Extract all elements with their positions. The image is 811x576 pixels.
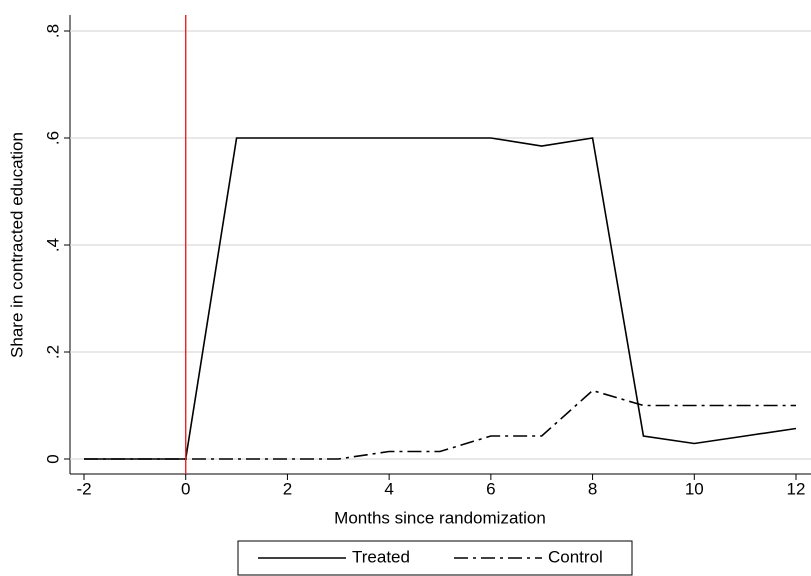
x-tick-label: 6 bbox=[486, 479, 495, 498]
x-tick-label: 10 bbox=[685, 479, 704, 498]
y-tick-label: .2 bbox=[43, 345, 62, 359]
x-tick-label: -2 bbox=[76, 479, 91, 498]
x-tick-label: 0 bbox=[181, 479, 190, 498]
y-tick-label: .8 bbox=[43, 24, 62, 38]
x-axis-title: Months since randomization bbox=[334, 508, 546, 527]
series-line bbox=[84, 137, 797, 460]
legend-label: Treated bbox=[352, 547, 410, 566]
x-tick-label: 2 bbox=[283, 479, 292, 498]
legend-label: Control bbox=[548, 547, 603, 566]
x-tick-label: 4 bbox=[384, 479, 393, 498]
x-tick-label: 8 bbox=[588, 479, 597, 498]
y-axis-title: Share in contracted education bbox=[7, 132, 26, 358]
x-tick-label: 12 bbox=[787, 479, 806, 498]
series-line bbox=[84, 389, 796, 460]
y-tick-label: .6 bbox=[43, 131, 62, 145]
y-tick-label: .4 bbox=[43, 238, 62, 252]
y-tick-label: 0 bbox=[43, 454, 62, 463]
